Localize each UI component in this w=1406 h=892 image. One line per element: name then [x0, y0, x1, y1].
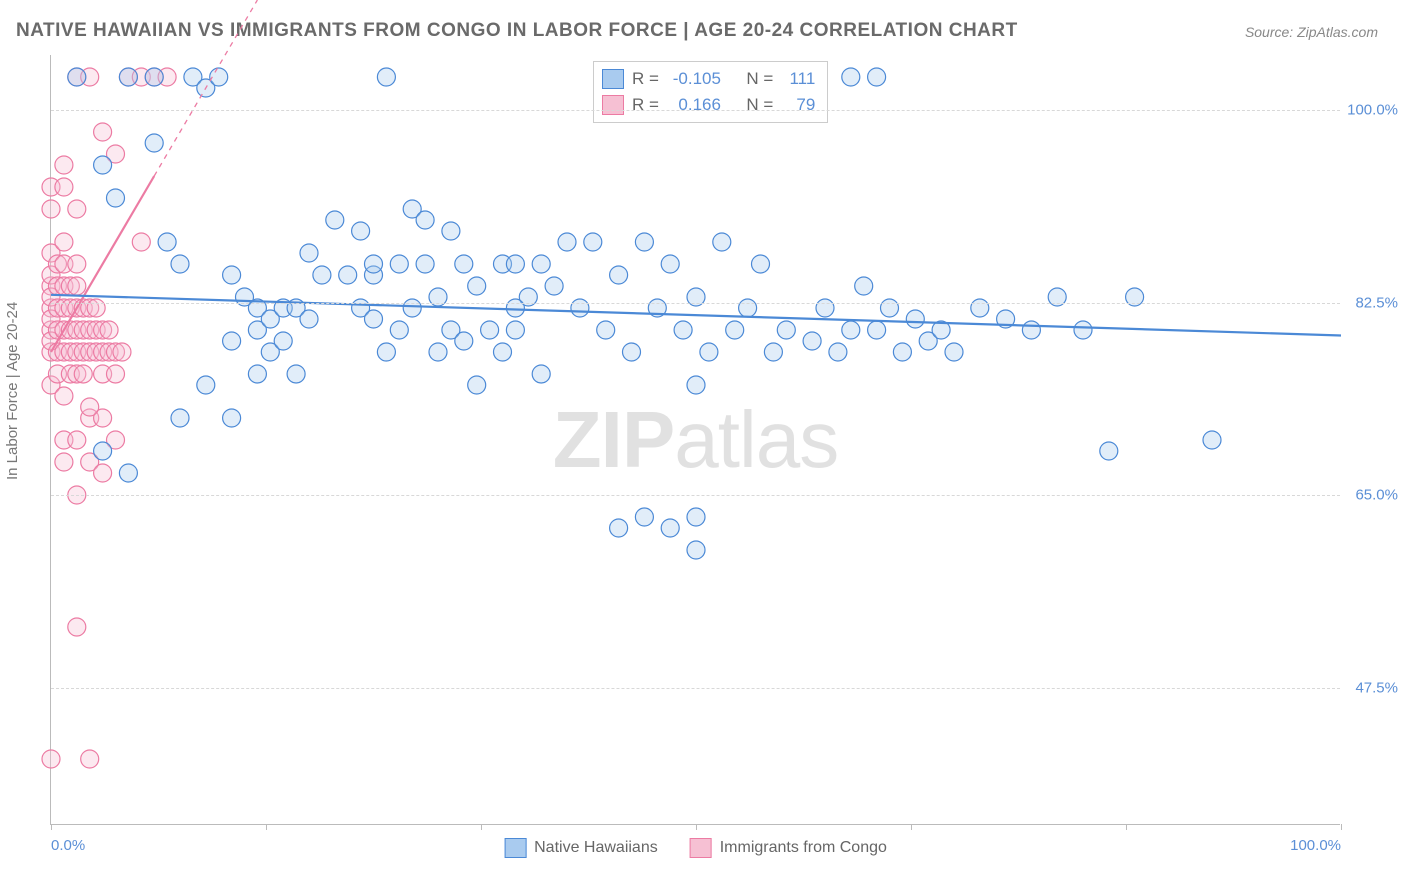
x-tick-mark [481, 824, 482, 830]
n-value-b: 79 [781, 95, 815, 115]
swatch-a-icon [504, 838, 526, 858]
x-tick-mark [1126, 824, 1127, 830]
x-tick-mark [1341, 824, 1342, 830]
gridline [51, 495, 1340, 496]
r-value-a: -0.105 [667, 69, 721, 89]
x-tick-mark [696, 824, 697, 830]
y-tick-label: 65.0% [1355, 487, 1398, 504]
legend-row-b: R = 0.166 N = 79 [602, 92, 815, 118]
x-tick-mark [911, 824, 912, 830]
r-label-a: R = [632, 69, 659, 89]
legend-item-a: Native Hawaiians [504, 838, 658, 858]
y-axis-label: In Labor Force | Age 20-24 [4, 302, 21, 480]
chart-svg [51, 55, 1340, 824]
gridline [51, 303, 1340, 304]
legend-label-a: Native Hawaiians [534, 839, 658, 857]
x-tick-label: 0.0% [51, 837, 85, 854]
y-tick-label: 47.5% [1355, 679, 1398, 696]
legend-row-a: R = -0.105 N = 111 [602, 66, 815, 92]
series-legend: Native Hawaiians Immigrants from Congo [504, 838, 887, 858]
r-value-b: 0.166 [667, 95, 721, 115]
x-tick-mark [51, 824, 52, 830]
legend-item-b: Immigrants from Congo [690, 838, 887, 858]
legend-label-b: Immigrants from Congo [720, 839, 887, 857]
r-label-b: R = [632, 95, 659, 115]
x-tick-mark [266, 824, 267, 830]
x-tick-label: 100.0% [1290, 837, 1341, 854]
chart-title: NATIVE HAWAIIAN VS IMMIGRANTS FROM CONGO… [16, 20, 1018, 42]
swatch-b [602, 95, 624, 115]
n-value-a: 111 [781, 69, 815, 89]
swatch-b-icon [690, 838, 712, 858]
plot-area: ZIPatlas R = -0.105 N = 111 R = 0.166 N … [50, 55, 1340, 825]
gridline [51, 110, 1340, 111]
correlation-legend: R = -0.105 N = 111 R = 0.166 N = 79 [593, 61, 828, 123]
n-label-b: N = [746, 95, 773, 115]
gridline [51, 688, 1340, 689]
n-label-a: N = [746, 69, 773, 89]
y-tick-label: 100.0% [1347, 102, 1398, 119]
source-citation: Source: ZipAtlas.com [1245, 24, 1378, 40]
swatch-a [602, 69, 624, 89]
y-tick-label: 82.5% [1355, 294, 1398, 311]
